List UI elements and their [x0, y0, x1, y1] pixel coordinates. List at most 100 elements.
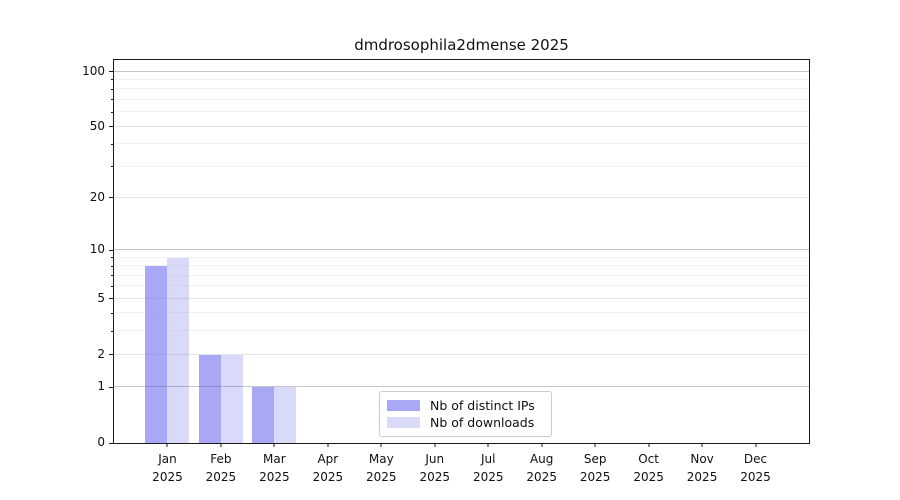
x-tick-month: Dec — [743, 452, 768, 466]
bar-distinct-ips-jan — [145, 266, 168, 443]
x-tick-nov — [701, 443, 703, 447]
y-minor-tick-9 — [111, 257, 114, 259]
x-tick-label-jan: Jan 2025 — [152, 450, 183, 486]
bar-downloads-mar — [274, 387, 297, 443]
x-tick-year: 2025 — [312, 470, 344, 484]
gridline-y-5 — [114, 297, 809, 299]
x-tick-month: Feb — [210, 452, 232, 466]
x-tick-month: Nov — [690, 452, 714, 466]
y-minor-tick-7 — [111, 275, 114, 277]
legend-item-downloads: Nb of downloads — [387, 414, 543, 431]
y-minor-tick-80 — [111, 88, 114, 90]
y-tick-label: 100 — [82, 63, 105, 78]
y-tick-50 — [109, 126, 114, 128]
y-minor-tick-3 — [111, 330, 114, 332]
x-tick-label-sep: Sep 2025 — [580, 450, 611, 486]
y-minor-tick-8 — [111, 265, 114, 267]
y-minor-tick-30 — [111, 166, 114, 168]
x-tick-year: 2025 — [419, 470, 451, 484]
x-tick-label-nov: Nov 2025 — [687, 450, 718, 486]
legend-label-distinct-ips: Nb of distinct IPs — [430, 398, 535, 413]
y-tick-label: 10 — [89, 242, 105, 256]
y-minor-tick-4 — [111, 312, 114, 314]
gridline-y-minor-7 — [114, 274, 809, 276]
x-tick-label-aug: Aug 2025 — [526, 450, 557, 486]
x-tick-month: Mar — [263, 452, 286, 466]
y-tick-label: 50 — [89, 118, 105, 133]
x-tick-mar — [273, 443, 275, 447]
bar-downloads-jan — [167, 257, 190, 443]
gridline-y-minor-60 — [114, 111, 809, 113]
gridline-y-minor-90 — [114, 78, 809, 80]
x-tick-year: 2025 — [740, 470, 771, 484]
x-tick-month: May — [368, 452, 394, 466]
y-tick-label: 2 — [97, 346, 105, 361]
y-tick-label: 0 — [97, 435, 105, 449]
y-tick-10 — [109, 249, 114, 251]
gridline-y-minor-4 — [114, 312, 809, 314]
x-tick-may — [380, 443, 382, 447]
x-tick-month: Jun — [425, 452, 445, 466]
y-tick-0 — [109, 442, 114, 444]
x-tick-year: 2025 — [366, 470, 397, 484]
gridline-y-minor-40 — [114, 143, 809, 145]
legend-swatch-downloads — [387, 417, 420, 428]
legend-label-downloads: Nb of downloads — [430, 415, 535, 430]
y-tick-label: 1 — [97, 379, 105, 394]
x-tick-year: 2025 — [205, 470, 237, 484]
legend-item-distinct-ips: Nb of distinct IPs — [387, 397, 543, 414]
x-tick-year: 2025 — [472, 470, 504, 484]
gridline-y-10 — [114, 249, 809, 251]
x-tick-label-jul: Jul 2025 — [473, 450, 504, 486]
y-minor-tick-90 — [111, 79, 114, 81]
x-tick-sep — [594, 443, 596, 447]
x-tick-month: Sep — [583, 452, 607, 466]
x-tick-oct — [648, 443, 650, 447]
x-tick-year: 2025 — [686, 470, 718, 484]
gridline-y-100 — [114, 70, 809, 72]
x-tick-label-may: May 2025 — [366, 450, 397, 486]
x-tick-label-jun: Jun 2025 — [419, 450, 450, 486]
y-tick-label: 5 — [97, 290, 105, 305]
x-tick-month: Jul — [480, 452, 496, 466]
y-tick-2 — [109, 354, 114, 356]
x-tick-year: 2025 — [152, 470, 183, 484]
gridline-y-minor-70 — [114, 98, 809, 100]
bar-downloads-feb — [220, 354, 243, 443]
gridline-y-minor-80 — [114, 88, 809, 90]
gridline-y-minor-30 — [114, 165, 809, 167]
x-tick-apr — [327, 443, 329, 447]
plot-area: 0 1 2 5 10 20 50 100 Jan 2025 Feb 2025 Mar 2025 Apr 20… — [82, 59, 810, 484]
gridline-y-minor-3 — [114, 330, 809, 332]
x-tick-jun — [434, 443, 436, 447]
y-tick-5 — [109, 298, 114, 300]
x-tick-year: 2025 — [633, 470, 664, 484]
x-tick-label-dec: Dec 2025 — [740, 450, 771, 486]
x-tick-month: Oct — [638, 452, 659, 466]
bar-distinct-ips-mar — [252, 387, 275, 443]
legend: Nb of distinct IPs Nb of downloads — [379, 391, 552, 437]
gridline-y-50 — [114, 125, 809, 127]
x-tick-month: Jan — [158, 452, 177, 466]
y-tick-100 — [109, 71, 114, 73]
x-tick-month: Apr — [317, 452, 339, 466]
y-minor-tick-40 — [111, 143, 114, 145]
x-tick-label-feb: Feb 2025 — [206, 450, 237, 486]
y-tick-20 — [109, 197, 114, 199]
gridline-y-minor-9 — [114, 256, 809, 258]
x-tick-label-mar: Mar 2025 — [259, 450, 290, 486]
x-tick-dec — [755, 443, 757, 447]
y-minor-tick-70 — [111, 99, 114, 101]
y-tick-label: 20 — [89, 189, 105, 204]
x-tick-aug — [541, 443, 543, 447]
gridline-y-20 — [114, 196, 809, 198]
x-tick-month: Aug — [529, 452, 554, 466]
legend-swatch-distinct-ips — [387, 400, 420, 411]
y-tick-1 — [109, 386, 114, 388]
gridline-y-minor-6 — [114, 285, 809, 287]
x-tick-year: 2025 — [579, 470, 611, 484]
x-tick-label-oct: Oct 2025 — [633, 450, 664, 486]
x-tick-feb — [220, 443, 222, 447]
chart-title: dmdrosophila2dmense 2025 — [354, 36, 569, 54]
